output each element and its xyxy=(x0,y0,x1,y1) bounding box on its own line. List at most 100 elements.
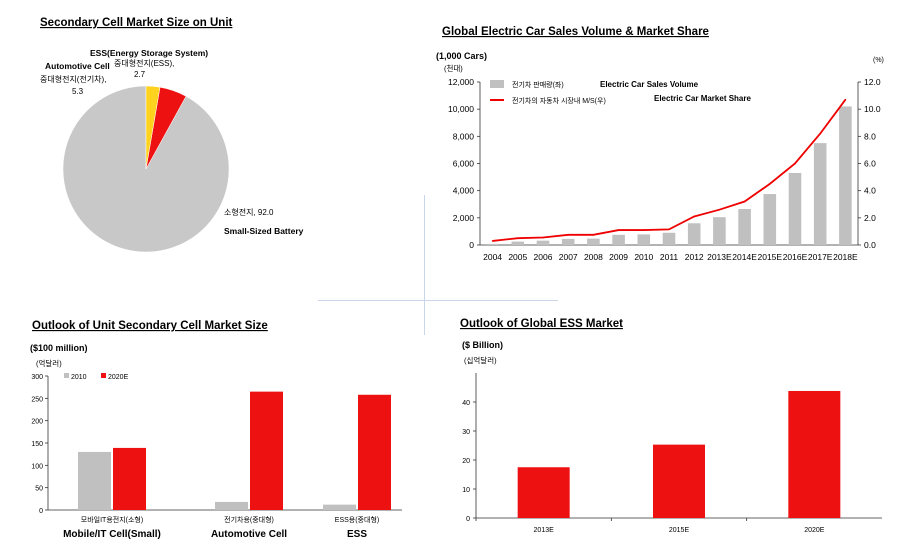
ev-y-unit: (1,000 Cars) xyxy=(436,51,487,61)
divider-horizontal xyxy=(318,300,558,301)
ev-x-tick-label: 2018E xyxy=(833,252,858,262)
divider-vertical xyxy=(424,195,425,335)
ev-y-unit-sub: (천대) xyxy=(444,63,463,73)
pie-slice-2 xyxy=(145,85,161,170)
ev-y2-tick-label: 6.0 xyxy=(864,159,876,169)
cell-outlook-panel: Outlook of Unit Secondary Cell Market Si… xyxy=(28,312,410,552)
ev-y2-tick-label: 4.0 xyxy=(864,186,876,196)
ev-bar-2005 xyxy=(511,241,525,245)
cell-y-tick-label: 200 xyxy=(31,419,43,426)
ev-share-point-2014E xyxy=(743,200,746,203)
ev-y-tick-label: 8,000 xyxy=(453,131,475,141)
pie-label-ess-en: ESS(Energy Storage System) xyxy=(90,48,208,58)
ev-y2-tick-label: 12.0 xyxy=(864,77,881,87)
ess-bar-2020E xyxy=(788,390,841,518)
cell-chart-title: Outlook of Unit Secondary Cell Market Si… xyxy=(32,320,268,332)
ess-y-tick-label: 10 xyxy=(462,487,470,494)
ev-bar-2015E xyxy=(763,194,777,245)
cell-bar-2020E-0 xyxy=(113,447,146,510)
cell-x-label-en: ESS xyxy=(347,529,367,540)
ev-bar-2007 xyxy=(561,238,575,245)
ev-y-tick-label: 2,000 xyxy=(453,213,475,223)
ess-x-tick-label: 2015E xyxy=(669,527,690,534)
ev-y2-tick-label: 0.0 xyxy=(864,240,876,250)
ess-outlook-panel: Outlook of Global ESS Market ($ Billion)… xyxy=(450,310,890,552)
ev-bar-2008 xyxy=(587,238,600,245)
ev-share-point-2005 xyxy=(517,237,519,240)
ev-legend-swatch-volume xyxy=(490,80,504,88)
cell-bar-2010-2 xyxy=(323,504,356,510)
pie-label-ess: 중대형전지(ESS), xyxy=(114,58,174,68)
ev-x-tick-label: 2006 xyxy=(534,252,553,262)
pie-chart-panel: Secondary Cell Market Size on Unit ESS(E… xyxy=(34,10,310,260)
ev-y2-unit: (%) xyxy=(873,57,884,64)
ev-bar-2018E xyxy=(839,106,852,245)
ev-x-tick-label: 2014E xyxy=(732,252,757,262)
ev-bar-2016E xyxy=(788,173,802,245)
ev-x-tick-label: 2017E xyxy=(808,252,833,262)
ev-legend-share: 전기차의 자동차 시장내 M/S(우) xyxy=(512,96,606,105)
ev-x-tick-label: 2009 xyxy=(609,252,628,262)
ev-legend-share-en: Electric Car Market Share xyxy=(654,94,751,103)
ev-x-tick-label: 2015E xyxy=(758,252,783,262)
ev-bar-2014E xyxy=(738,209,751,245)
ev-y2-tick-label: 10.0 xyxy=(864,104,881,114)
cell-y-tick-label: 50 xyxy=(35,486,43,493)
pie-label-auto-en: Automotive Cell xyxy=(45,61,110,71)
ess-y-unit: ($ Billion) xyxy=(462,340,503,350)
ev-legend-volume-en: Electric Car Sales Volume xyxy=(600,80,699,89)
cell-y-tick-label: 0 xyxy=(39,508,43,515)
cell-legend-swatch-2020e xyxy=(101,373,106,378)
cell-legend-2020e: 2020E xyxy=(108,374,129,381)
ess-y-tick-label: 30 xyxy=(462,429,470,436)
cell-y-tick-label: 300 xyxy=(31,374,43,381)
cell-bar-2010-1 xyxy=(215,501,248,510)
ev-share-point-2012 xyxy=(693,215,695,218)
cell-bar-2020E-2 xyxy=(358,394,391,510)
ev-bar-2017E xyxy=(813,143,827,245)
ev-share-point-2010 xyxy=(643,229,645,231)
ev-x-tick-label: 2011 xyxy=(660,252,679,262)
pie-label-small: 소형전지, 92.0 xyxy=(224,207,274,217)
ev-bar-2012 xyxy=(687,223,701,245)
ess-bar-2013E xyxy=(517,467,570,518)
cell-outlook-chart: Outlook of Unit Secondary Cell Market Si… xyxy=(30,320,402,540)
ev-share-point-2013E xyxy=(718,208,721,211)
cell-y-unit: ($100 million) xyxy=(30,343,88,353)
ess-y-tick-label: 20 xyxy=(462,458,470,465)
cell-legend-swatch-2010 xyxy=(64,373,69,378)
ev-share-point-2009 xyxy=(617,229,620,231)
pie-label-auto: 중대형전지(전기차), xyxy=(40,74,106,84)
ev-legend-volume: 전기차 판매량(좌) xyxy=(512,80,564,89)
cell-y-tick-label: 100 xyxy=(31,463,43,470)
pie-value-auto: 5.3 xyxy=(72,87,84,96)
ev-chart-panel: Global Electric Car Sales Volume & Marke… xyxy=(432,16,892,276)
ev-share-point-2017E xyxy=(819,132,821,135)
ev-bar-2011 xyxy=(662,232,676,245)
ev-y-tick-label: 4,000 xyxy=(453,186,475,196)
pie-chart-title: Secondary Cell Market Size on Unit xyxy=(40,17,233,29)
ess-y-unit-sub: (십억달러) xyxy=(464,356,497,365)
ev-bar-2013E xyxy=(713,217,726,245)
ev-x-tick-label: 2012 xyxy=(685,252,704,262)
cell-y-tick-label: 250 xyxy=(31,396,43,403)
ev-bar-2010 xyxy=(637,234,651,245)
ev-y-tick-label: 12,000 xyxy=(448,77,474,87)
ev-x-tick-label: 2016E xyxy=(783,252,808,262)
ev-bar-2009 xyxy=(612,234,625,245)
ess-y-tick-label: 0 xyxy=(466,516,470,523)
cell-bar-2010-0 xyxy=(78,451,111,510)
cell-y-tick-label: 150 xyxy=(31,441,43,448)
ev-bar-2004 xyxy=(486,243,499,245)
cell-legend-2010: 2010 xyxy=(71,374,87,381)
pie-value-ess: 2.7 xyxy=(134,70,146,79)
ev-share-point-2006 xyxy=(542,236,544,239)
ess-bar-2015E xyxy=(653,444,705,518)
ev-y-tick-label: 6,000 xyxy=(453,159,475,169)
ev-sales-chart: Global Electric Car Sales Volume & Marke… xyxy=(436,26,884,262)
pie-label-small-en: Small-Sized Battery xyxy=(224,226,304,236)
cell-bar-2020E-1 xyxy=(250,391,283,510)
ev-x-tick-label: 2005 xyxy=(508,252,527,262)
cell-x-label-en: Mobile/IT Cell(Small) xyxy=(63,529,161,540)
cell-x-tick-label: 모바일IT용전지(소형) xyxy=(81,515,143,524)
